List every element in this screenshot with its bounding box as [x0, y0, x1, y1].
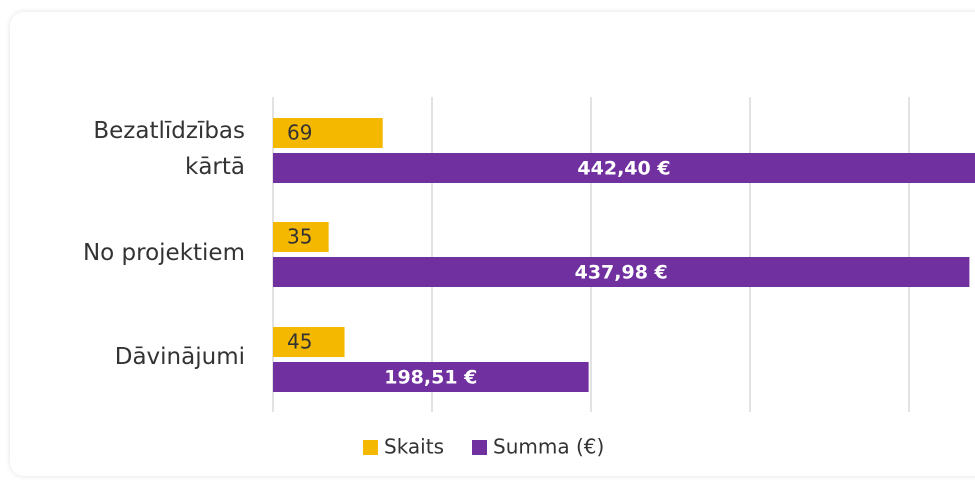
- legend-swatch: [472, 440, 487, 455]
- value-label: 35: [287, 225, 312, 249]
- value-label: 69: [287, 121, 312, 145]
- legend-swatch: [363, 440, 378, 455]
- category-label: Bezatlīdzības kārtā: [93, 118, 245, 180]
- value-label: 198,51 €: [384, 367, 477, 389]
- value-label: 442,40 €: [577, 158, 670, 180]
- category-label: Dāvinājumi: [114, 344, 245, 370]
- bar: [273, 362, 589, 392]
- bar: [273, 222, 329, 252]
- chart-card: [10, 12, 975, 476]
- bar: [273, 118, 383, 148]
- value-label: 45: [287, 330, 312, 354]
- category-label: No projektiem: [82, 240, 245, 266]
- legend-label: Skaits: [384, 435, 444, 459]
- value-label: 437,98 €: [575, 262, 668, 284]
- bar: [273, 327, 345, 357]
- bar: [273, 153, 975, 183]
- bar: [273, 257, 970, 287]
- legend-label: Summa (€): [493, 435, 604, 459]
